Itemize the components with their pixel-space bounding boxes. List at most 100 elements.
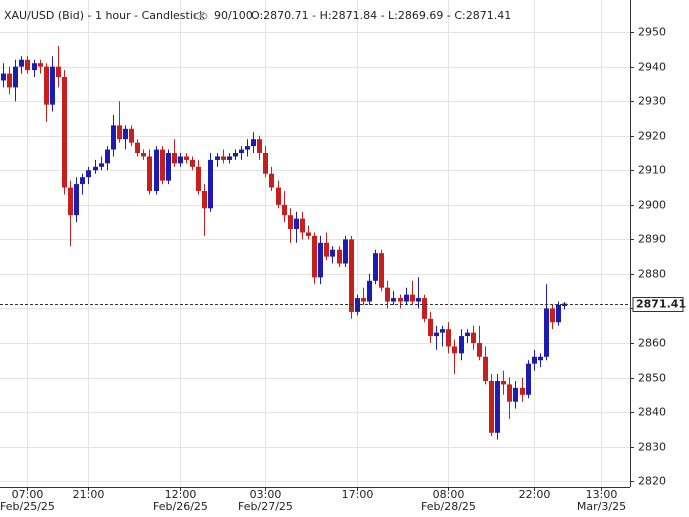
candle-body [446,329,451,347]
candle-body [361,298,366,302]
candle-body [263,153,268,174]
y-tick-label: 2940 [638,61,666,74]
candle-body [550,308,555,323]
candle-body [477,342,482,357]
candle-body [410,294,415,302]
candle-body [251,139,256,147]
candle-body [239,149,244,154]
candle-body [452,346,457,354]
candle-body [190,159,195,167]
x-date-label: Feb/27/25 [238,500,293,513]
candle-body [74,184,79,216]
candle-body [50,66,55,105]
candle-body [312,235,317,278]
current-price-box [632,297,684,312]
header: XAU/USD (Bid) - 1 hour - Candlestick 90/… [4,9,511,22]
candle-body [459,336,464,354]
y-tick-label: 2820 [638,475,666,488]
y-tick-label: 2840 [638,406,666,419]
y-tick-label: 2910 [638,164,666,177]
candle-body [489,380,494,433]
x-date-label: Feb/26/25 [153,500,208,513]
candle-body [160,149,165,181]
y-tick-label: 2830 [638,441,666,454]
candle-body [196,166,201,192]
candle-body [202,191,207,209]
candle-body [38,63,43,67]
candle-body [330,249,335,257]
candle-body [221,156,226,160]
candle-body [215,156,220,160]
candle-body [123,128,128,140]
eye-icon[interactable] [194,12,208,20]
candle-body [56,66,61,78]
x-date-label: Feb/25/25 [0,500,55,513]
candle-body [483,356,488,381]
candle-body [44,66,49,105]
x-tick-label: 12:00 [165,488,197,501]
candle-body [257,139,262,154]
candle-body [25,59,30,71]
candle-body [520,387,525,395]
candle-body [32,63,37,71]
y-tick-label: 2950 [638,26,666,39]
candle-body [147,156,152,192]
candle-body [562,303,567,306]
candle-body [178,156,183,164]
candle-body [337,249,342,264]
grid [0,0,630,487]
x-tick-label: 22:00 [519,488,551,501]
x-tick-label: 13:00 [586,488,618,501]
candle-body [208,159,213,209]
candle-body [391,298,396,302]
candle-body [373,253,378,281]
candle-body [501,380,506,385]
candle-body [105,149,110,164]
candle-body [184,156,189,160]
candle-body [282,204,287,216]
candle-body [154,149,159,192]
candle-body [538,356,543,361]
x-tick-label: 17:00 [342,488,374,501]
candle-body [294,218,299,229]
candle-body [129,128,134,143]
candle-body [526,363,531,395]
candle-body [86,170,91,178]
candle-body [324,242,329,257]
candle-body [93,166,98,171]
candle-body [111,125,116,150]
candle-body [398,298,403,302]
x-date-label: Feb/28/25 [421,500,476,513]
candle-body [300,218,305,233]
candle-body [416,298,421,302]
candle-body [172,153,177,164]
x-tick-label: 07:00 [12,488,44,501]
candle-body [495,380,500,433]
candle-body [269,173,274,188]
candle-body [135,142,140,154]
candle-body [227,156,232,160]
candle-body [306,232,311,236]
visible-count: 90/100 [214,9,253,22]
candle-body [379,253,384,288]
y-tick-label: 2900 [638,199,666,212]
candle-body [544,308,549,357]
candle-body [245,146,250,150]
candle-body [141,153,146,157]
candle-body [68,187,73,216]
candle-body [440,329,445,333]
candle-body [276,187,281,205]
y-tick-label: 2880 [638,268,666,281]
candle-body [233,153,238,157]
candle-body [13,66,18,88]
candle-body [471,332,476,343]
candle-body [19,59,24,67]
x-tick-label: 08:00 [433,488,465,501]
candle-body [556,304,561,323]
candle-body [385,287,390,302]
candle-body [7,73,12,88]
y-tick-label: 2860 [638,337,666,350]
y-tick-label: 2850 [638,372,666,385]
candle-body [318,242,323,278]
